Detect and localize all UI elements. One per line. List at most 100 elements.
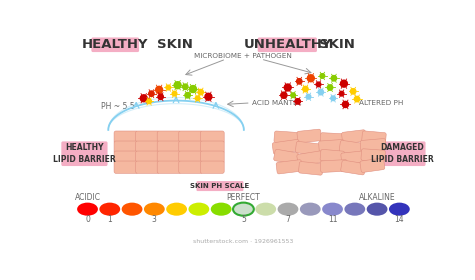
FancyBboxPatch shape: [257, 38, 317, 52]
FancyBboxPatch shape: [157, 151, 181, 163]
Text: HEALTHY: HEALTHY: [82, 38, 149, 51]
FancyBboxPatch shape: [136, 161, 160, 173]
Circle shape: [190, 86, 197, 92]
FancyBboxPatch shape: [339, 140, 364, 155]
Text: PH ~ 5.5: PH ~ 5.5: [101, 102, 134, 111]
FancyBboxPatch shape: [179, 151, 203, 163]
Text: ACIDIC: ACIDIC: [75, 193, 101, 202]
FancyBboxPatch shape: [362, 131, 386, 144]
Ellipse shape: [233, 203, 254, 216]
Ellipse shape: [367, 203, 388, 216]
FancyBboxPatch shape: [114, 131, 138, 143]
Circle shape: [306, 94, 311, 99]
Circle shape: [147, 99, 152, 104]
Circle shape: [307, 75, 314, 82]
FancyBboxPatch shape: [341, 151, 369, 165]
Circle shape: [331, 76, 337, 81]
FancyBboxPatch shape: [61, 141, 107, 166]
Circle shape: [320, 74, 325, 78]
Ellipse shape: [300, 203, 321, 216]
Circle shape: [295, 99, 300, 104]
Circle shape: [158, 94, 163, 99]
FancyBboxPatch shape: [200, 151, 224, 163]
Ellipse shape: [189, 203, 209, 216]
Text: SKIN: SKIN: [319, 38, 355, 51]
FancyBboxPatch shape: [114, 141, 138, 153]
Ellipse shape: [322, 203, 343, 216]
Ellipse shape: [344, 203, 365, 216]
Text: HEALTHY
LIPID BARRIER: HEALTHY LIPID BARRIER: [53, 143, 116, 164]
Ellipse shape: [144, 203, 165, 216]
FancyBboxPatch shape: [179, 161, 203, 173]
FancyBboxPatch shape: [320, 133, 348, 146]
FancyBboxPatch shape: [274, 149, 299, 164]
Circle shape: [331, 96, 335, 101]
Circle shape: [291, 93, 295, 97]
FancyBboxPatch shape: [179, 141, 203, 153]
Ellipse shape: [277, 203, 298, 216]
Text: PERFECT: PERFECT: [227, 193, 260, 202]
FancyBboxPatch shape: [114, 161, 138, 173]
FancyBboxPatch shape: [200, 141, 224, 153]
Circle shape: [198, 89, 203, 95]
Ellipse shape: [77, 203, 98, 216]
Circle shape: [174, 82, 181, 89]
FancyBboxPatch shape: [380, 141, 426, 166]
Circle shape: [182, 84, 188, 89]
Text: 7: 7: [285, 215, 290, 225]
Circle shape: [140, 95, 147, 102]
Text: 1: 1: [107, 215, 112, 225]
FancyBboxPatch shape: [342, 130, 366, 144]
Ellipse shape: [166, 203, 187, 216]
Text: shutterstock.com · 1926961553: shutterstock.com · 1926961553: [193, 239, 293, 244]
FancyBboxPatch shape: [136, 151, 160, 163]
Text: ACID MANTLE: ACID MANTLE: [252, 100, 301, 106]
Circle shape: [166, 85, 171, 90]
FancyBboxPatch shape: [319, 139, 344, 153]
Text: UNHEALTHY: UNHEALTHY: [244, 38, 332, 51]
Text: MICROBIOME + PATHOGEN: MICROBIOME + PATHOGEN: [194, 53, 292, 59]
Circle shape: [296, 79, 302, 84]
FancyBboxPatch shape: [341, 160, 366, 175]
Circle shape: [339, 91, 344, 96]
Circle shape: [281, 92, 287, 98]
Circle shape: [341, 80, 347, 87]
Ellipse shape: [122, 203, 142, 216]
FancyBboxPatch shape: [361, 149, 385, 162]
Circle shape: [149, 91, 154, 96]
Text: SKIN: SKIN: [157, 38, 193, 51]
Circle shape: [205, 93, 212, 100]
FancyBboxPatch shape: [298, 162, 323, 175]
Text: 5: 5: [241, 215, 246, 225]
Text: 3: 3: [152, 215, 157, 225]
FancyBboxPatch shape: [360, 158, 385, 172]
Text: SKIN PH SCALE: SKIN PH SCALE: [190, 183, 249, 189]
FancyBboxPatch shape: [114, 151, 138, 163]
FancyBboxPatch shape: [200, 131, 224, 143]
FancyBboxPatch shape: [276, 160, 303, 174]
Text: 14: 14: [395, 215, 404, 225]
Text: 11: 11: [328, 215, 337, 225]
Circle shape: [185, 92, 190, 98]
FancyBboxPatch shape: [200, 161, 224, 173]
Circle shape: [172, 91, 177, 96]
FancyBboxPatch shape: [157, 141, 181, 153]
Text: ALTERED PH: ALTERED PH: [359, 100, 404, 106]
Circle shape: [303, 86, 308, 92]
Ellipse shape: [211, 203, 231, 216]
Circle shape: [318, 89, 323, 95]
Ellipse shape: [99, 203, 120, 216]
FancyBboxPatch shape: [197, 181, 243, 191]
FancyBboxPatch shape: [157, 131, 181, 143]
Text: DAMAGED
LIPID BARRIER: DAMAGED LIPID BARRIER: [371, 143, 434, 164]
Circle shape: [351, 89, 356, 94]
Circle shape: [327, 85, 333, 90]
FancyBboxPatch shape: [91, 38, 139, 52]
Ellipse shape: [256, 203, 276, 216]
FancyBboxPatch shape: [136, 141, 160, 153]
FancyBboxPatch shape: [136, 131, 160, 143]
Circle shape: [195, 96, 200, 101]
FancyBboxPatch shape: [274, 131, 300, 144]
FancyBboxPatch shape: [157, 161, 181, 173]
FancyBboxPatch shape: [295, 141, 320, 155]
